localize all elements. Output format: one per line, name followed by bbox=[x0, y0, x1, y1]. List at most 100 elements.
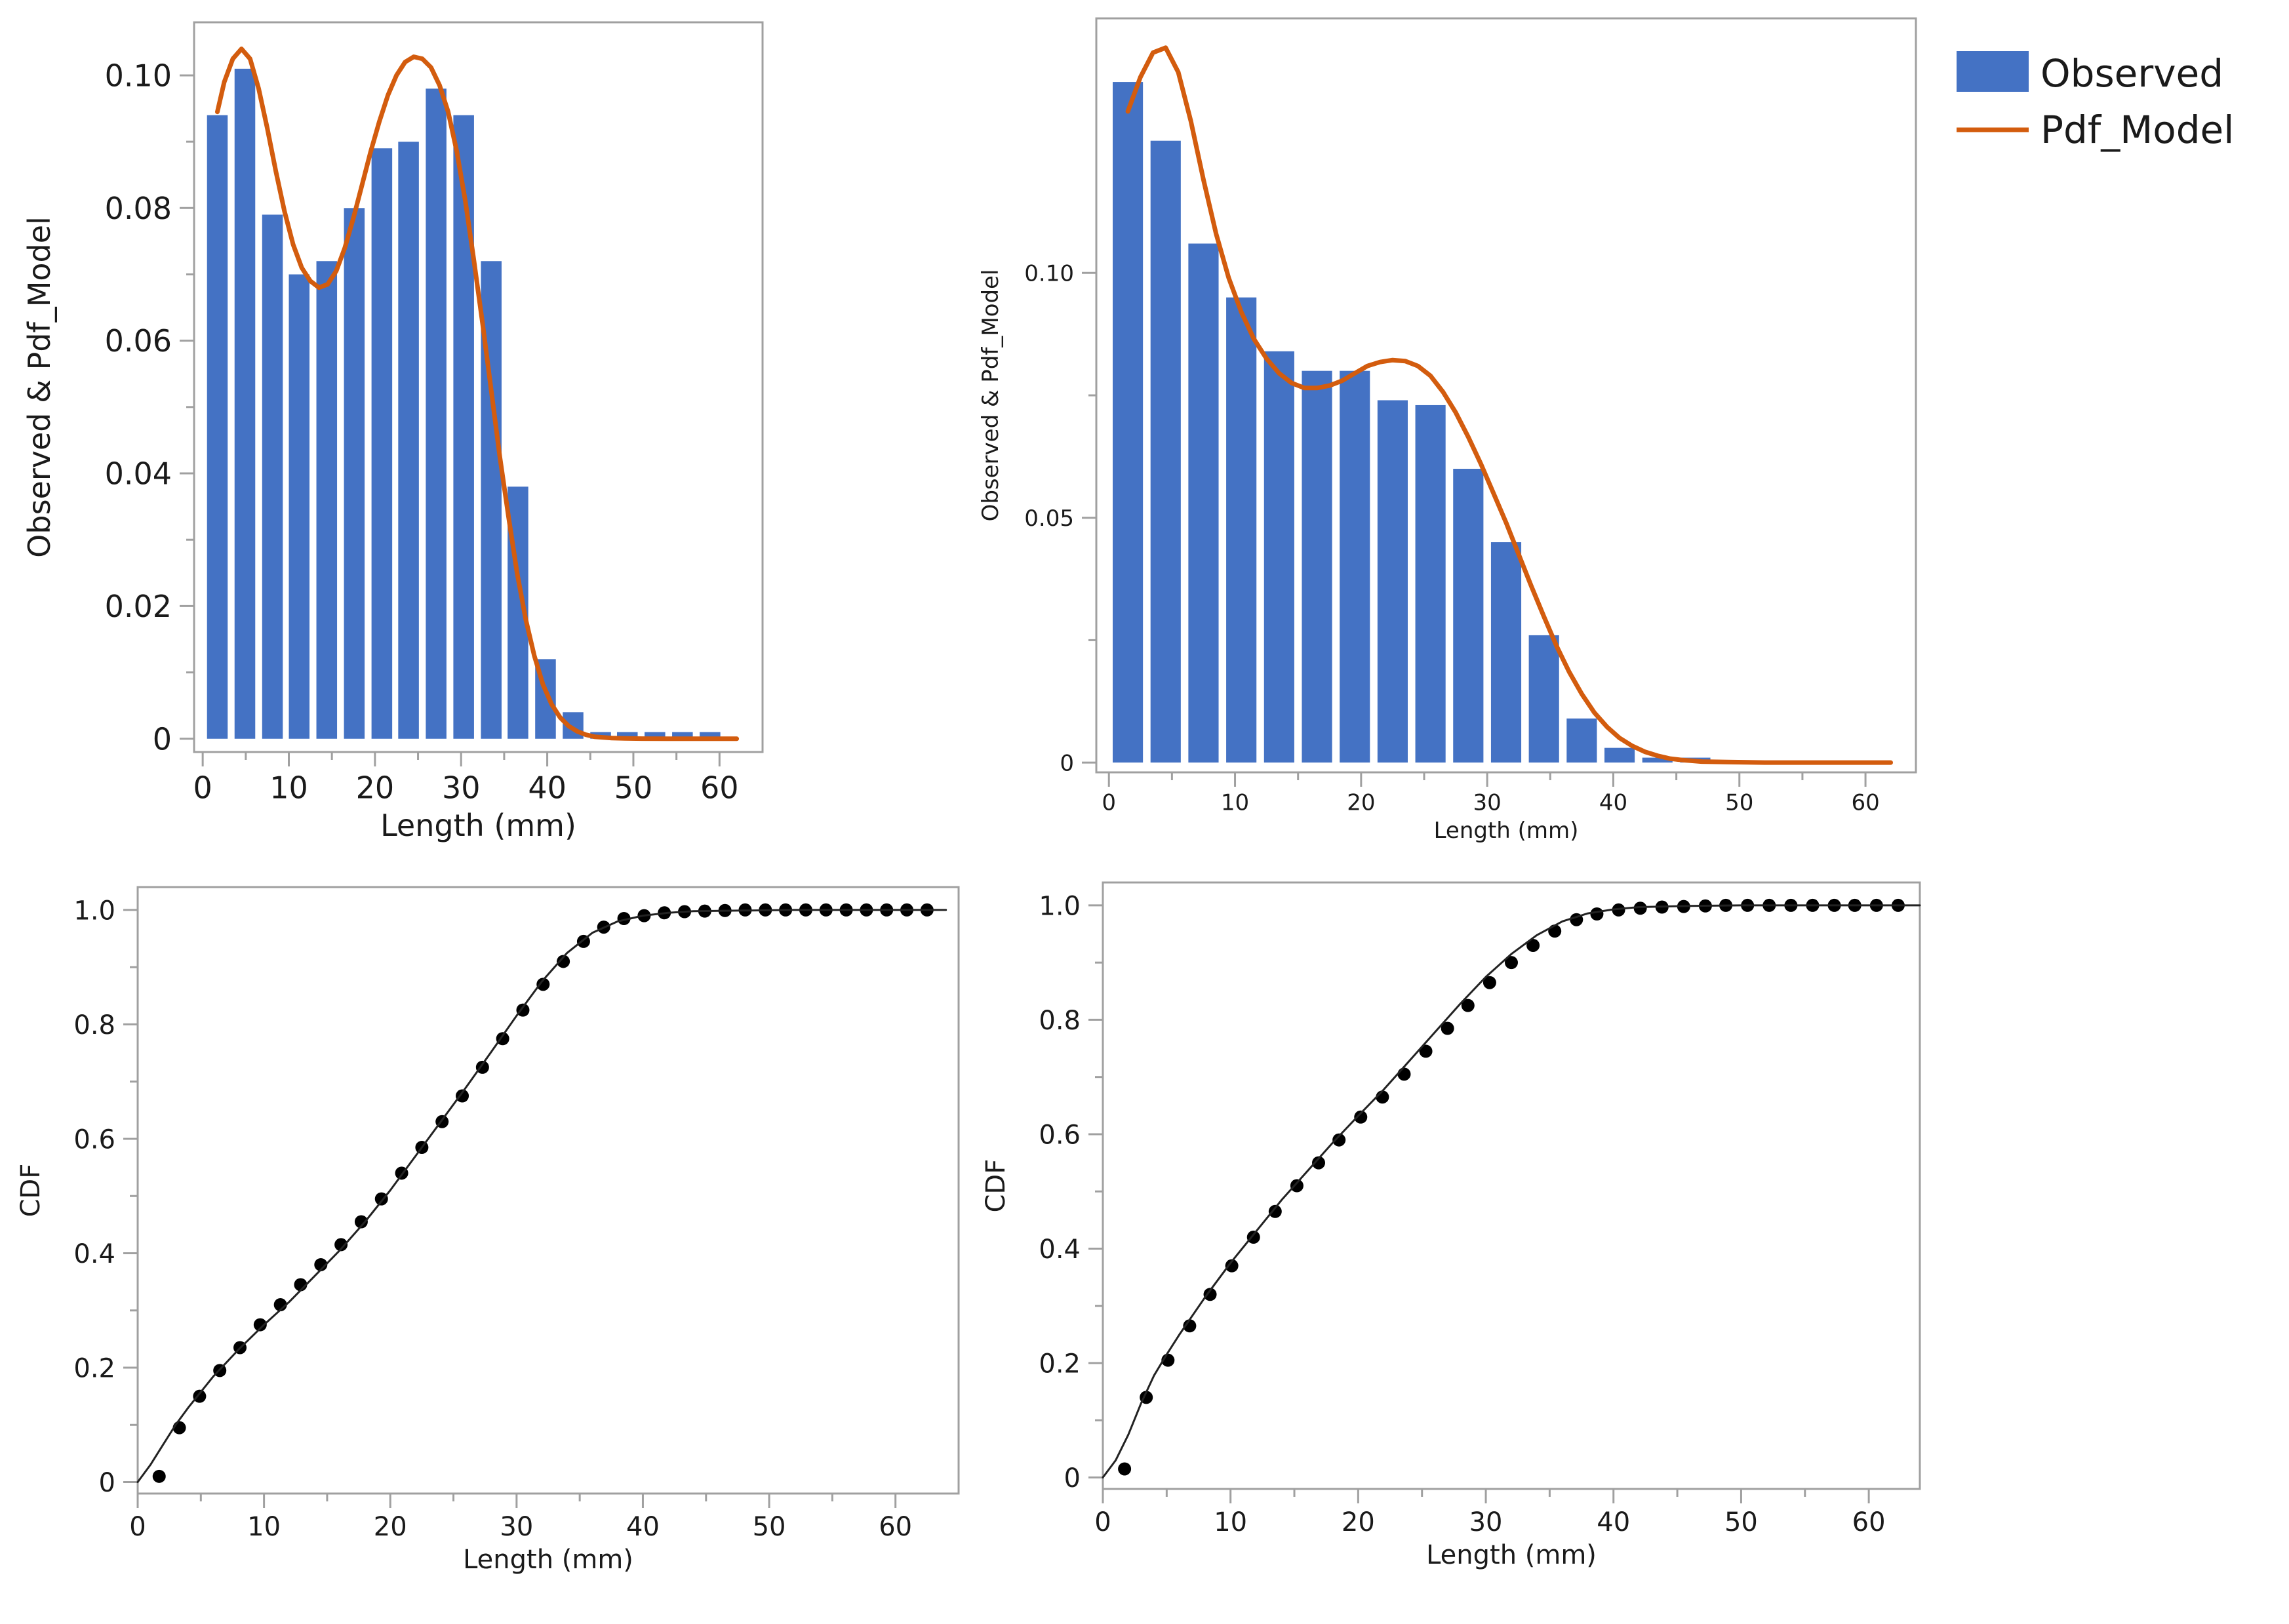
bar-observed bbox=[289, 274, 310, 739]
x-tick-label: 50 bbox=[614, 770, 653, 805]
legend-label: Observed bbox=[2040, 51, 2223, 96]
legend: Observed Pdf_Model bbox=[1957, 51, 2234, 152]
y-tick-label: 0 bbox=[1060, 750, 1074, 776]
cdf-point bbox=[456, 1089, 469, 1103]
cdf-point bbox=[1526, 938, 1540, 952]
cdf-point bbox=[1633, 901, 1647, 915]
cdf-point bbox=[1461, 999, 1475, 1012]
cdf-point bbox=[557, 955, 570, 968]
pdf-model-line bbox=[215, 47, 740, 742]
bar-observed bbox=[672, 732, 693, 739]
cdf-point bbox=[1118, 1462, 1132, 1476]
bar-observed bbox=[207, 115, 228, 739]
y-tick-label: 0.2 bbox=[1039, 1349, 1081, 1379]
cdf-point bbox=[354, 1215, 368, 1229]
x-tick-label: 0 bbox=[129, 1512, 146, 1542]
y-axis-title: CDF bbox=[981, 1159, 1011, 1213]
x-tick-label: 30 bbox=[442, 770, 481, 805]
plot-frame bbox=[1102, 881, 1921, 1490]
legend-swatch-observed bbox=[1957, 51, 2029, 92]
y-tick-label: 0.8 bbox=[73, 1010, 115, 1040]
x-tick-label: 30 bbox=[500, 1512, 533, 1542]
cdf-point bbox=[374, 1192, 388, 1206]
x-tick-label: 30 bbox=[1473, 790, 1502, 816]
bar-observed bbox=[398, 142, 419, 739]
bar-observed bbox=[316, 261, 338, 739]
x-tick-label: 50 bbox=[1725, 790, 1753, 816]
bar-observed bbox=[1188, 243, 1219, 763]
y-tick-label: 0.2 bbox=[73, 1353, 115, 1383]
x-tick-label: 60 bbox=[1851, 790, 1879, 816]
y-tick-label: 0.4 bbox=[73, 1239, 115, 1269]
cdf-point bbox=[334, 1238, 348, 1252]
bar-observed bbox=[616, 732, 638, 739]
x-axis-title: Length (mm) bbox=[1426, 1540, 1597, 1570]
cdf-point bbox=[536, 978, 550, 991]
cdf-point bbox=[475, 1060, 489, 1074]
bar-observed bbox=[1150, 140, 1181, 763]
y-tick-label: 1.0 bbox=[73, 896, 115, 926]
pdf-model-line bbox=[1125, 45, 1893, 765]
x-tick-label: 20 bbox=[1347, 790, 1375, 816]
cdf-point bbox=[152, 1469, 166, 1483]
x-tick-label: 10 bbox=[1221, 790, 1249, 816]
y-tick-label: 0.06 bbox=[105, 323, 172, 359]
cdf-point bbox=[516, 1003, 530, 1017]
bar-observed bbox=[371, 148, 393, 739]
bar-observed bbox=[1490, 542, 1522, 763]
bar-observed bbox=[1415, 405, 1446, 763]
y-tick-label: 0.6 bbox=[1039, 1120, 1081, 1150]
cdf-point bbox=[1397, 1067, 1411, 1081]
cdf-point bbox=[617, 911, 631, 925]
y-tick-label: 0 bbox=[99, 1468, 115, 1498]
cdf-point bbox=[1246, 1231, 1260, 1244]
bar-observed bbox=[262, 214, 283, 739]
x-tick-label: 60 bbox=[879, 1512, 912, 1542]
y-tick-label: 0.08 bbox=[105, 191, 172, 226]
y-tick-label: 0.10 bbox=[105, 58, 172, 94]
bar-observed bbox=[1528, 635, 1559, 763]
x-axis-title: Length (mm) bbox=[463, 1545, 633, 1575]
x-tick-label: 50 bbox=[1724, 1507, 1758, 1537]
y-tick-label: 0.4 bbox=[1039, 1235, 1081, 1265]
x-tick-label: 20 bbox=[1342, 1507, 1375, 1537]
legend-label: Pdf_Model bbox=[2040, 108, 2234, 152]
y-tick-label: 0.04 bbox=[105, 456, 172, 492]
pdf-right-chart: 0 0.05 0.10 0 10 20 30 40 50 60 Length (mm) Observe… bbox=[978, 17, 1917, 844]
bar-observed bbox=[344, 208, 365, 739]
y-tick-label: 1.0 bbox=[1039, 891, 1081, 921]
y-tick-label: 0.05 bbox=[1024, 505, 1074, 532]
x-tick-label: 40 bbox=[1597, 1507, 1630, 1537]
bar-observed bbox=[453, 115, 474, 739]
cdf-point bbox=[1419, 1044, 1433, 1058]
x-tick-label: 60 bbox=[700, 770, 739, 805]
bar-observed bbox=[1566, 718, 1597, 763]
cdf-right-chart: 0 0.2 0.4 0.6 0.8 1.0 0 10 20 30 40 50 60 Length (mm)… bbox=[981, 881, 1921, 1570]
cdf-point bbox=[314, 1258, 328, 1271]
plot-frame bbox=[136, 886, 960, 1495]
cdf-point bbox=[1590, 907, 1604, 921]
cdf-point bbox=[1183, 1319, 1197, 1333]
bar-observed bbox=[1264, 351, 1294, 763]
y-tick-label: 0.02 bbox=[105, 589, 172, 624]
x-tick-label: 40 bbox=[626, 1512, 660, 1542]
y-tick-label: 0.8 bbox=[1039, 1006, 1081, 1036]
bar-observed bbox=[1302, 370, 1332, 763]
bar-observed bbox=[426, 89, 447, 739]
cdf-point bbox=[193, 1389, 207, 1403]
y-tick-label: 0 bbox=[153, 721, 172, 757]
x-axis-title: Length (mm) bbox=[380, 808, 576, 843]
bar-observed bbox=[1226, 297, 1257, 763]
x-tick-label: 50 bbox=[753, 1512, 786, 1542]
bar-observed bbox=[1113, 82, 1144, 763]
cdf-point bbox=[1332, 1133, 1346, 1147]
x-tick-label: 10 bbox=[269, 770, 308, 805]
cdf-point bbox=[1612, 903, 1625, 917]
cdf-point bbox=[1354, 1110, 1368, 1124]
x-tick-label: 20 bbox=[374, 1512, 407, 1542]
bar-observed bbox=[234, 68, 256, 739]
cdf-point bbox=[1441, 1021, 1454, 1035]
x-tick-label: 40 bbox=[528, 770, 567, 805]
y-tick-label: 0.10 bbox=[1024, 261, 1074, 287]
cdf-point bbox=[1312, 1156, 1326, 1170]
